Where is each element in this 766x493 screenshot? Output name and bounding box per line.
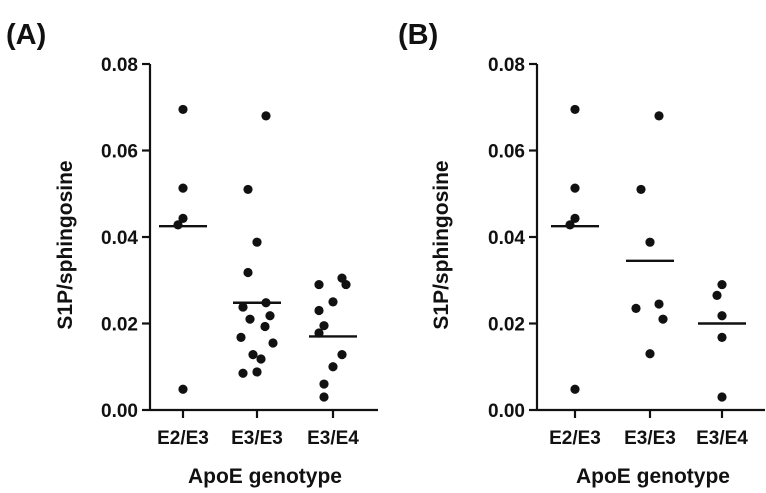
data-point bbox=[261, 111, 271, 121]
data-point bbox=[256, 354, 266, 364]
x-tick-label: E3/E4 bbox=[307, 428, 359, 449]
data-point bbox=[645, 237, 655, 247]
data-point bbox=[238, 302, 248, 312]
data-point bbox=[319, 392, 329, 402]
y-tick-label: 0.08 bbox=[101, 55, 138, 76]
data-point bbox=[341, 279, 351, 290]
y-tick-label: 0.06 bbox=[101, 142, 138, 163]
x-tick-label: E3/E4 bbox=[696, 428, 748, 449]
panel-label: (A) bbox=[6, 19, 46, 51]
data-point bbox=[243, 267, 253, 278]
panel-label: (B) bbox=[398, 19, 438, 51]
y-tick-label: 0.00 bbox=[101, 401, 138, 422]
y-tick-label: 0.02 bbox=[101, 315, 138, 336]
data-point bbox=[717, 392, 727, 402]
plot-area: 0.00 0.02 0.04 0.06 0.08 E2/E3 E3/E3 E3/E4 bbox=[101, 55, 378, 449]
data-point bbox=[314, 328, 324, 338]
data-point bbox=[636, 184, 646, 195]
panel-a: (A) S1P/sphingosine ApoE genotype 0.000.… bbox=[6, 19, 378, 488]
data-point bbox=[238, 368, 248, 378]
data-point bbox=[570, 213, 580, 224]
data-point bbox=[565, 220, 575, 230]
data-point bbox=[178, 183, 188, 193]
data-point bbox=[243, 184, 253, 195]
data-point bbox=[268, 338, 278, 348]
x-tick-label: E2/E3 bbox=[157, 428, 209, 449]
data-point bbox=[654, 299, 664, 309]
data-point bbox=[319, 321, 329, 331]
data-point bbox=[319, 379, 329, 389]
x-tick-label: E3/E3 bbox=[231, 428, 283, 449]
data-point bbox=[570, 384, 580, 394]
data-point bbox=[337, 350, 347, 360]
y-tick-label: 0.04 bbox=[101, 228, 138, 249]
data-point bbox=[328, 362, 338, 372]
data-point bbox=[252, 237, 262, 247]
data-point bbox=[314, 279, 324, 290]
data-point bbox=[236, 332, 246, 342]
data-point bbox=[173, 220, 183, 230]
y-tick-label: 0.00 bbox=[488, 401, 525, 422]
data-point bbox=[717, 279, 727, 290]
x-tick-label: E2/E3 bbox=[549, 428, 601, 449]
x-axis-title: ApoE genotype bbox=[188, 465, 342, 488]
data-point bbox=[654, 111, 664, 121]
data-point bbox=[645, 349, 655, 359]
y-tick-label: 0.06 bbox=[488, 142, 525, 163]
data-point bbox=[261, 298, 271, 308]
data-point bbox=[631, 303, 641, 313]
panel-b: (B) S1P/sphingosine ApoE genotype 0.000.… bbox=[398, 19, 765, 488]
data-point bbox=[178, 104, 188, 115]
data-point bbox=[717, 332, 727, 342]
y-axis-title: S1P/sphingosine bbox=[430, 160, 453, 329]
plot-area: 0.00 0.02 0.04 0.06 0.08 E2/E3 E3/E3 E3/E4 bbox=[488, 55, 765, 449]
y-axis-title: S1P/sphingosine bbox=[54, 160, 77, 329]
y-tick-label: 0.08 bbox=[488, 55, 525, 76]
x-axis-title: ApoE genotype bbox=[576, 465, 730, 488]
data-point bbox=[178, 384, 188, 394]
data-point bbox=[717, 311, 727, 321]
data-point bbox=[245, 314, 255, 324]
x-tick-label: E3/E3 bbox=[624, 428, 676, 449]
data-point bbox=[712, 290, 722, 300]
data-point bbox=[248, 350, 258, 360]
data-point bbox=[265, 311, 275, 321]
data-point bbox=[570, 183, 580, 193]
y-tick-label: 0.04 bbox=[488, 228, 525, 249]
data-point bbox=[260, 321, 270, 332]
data-point bbox=[328, 297, 338, 307]
data-point bbox=[570, 104, 580, 115]
data-point bbox=[314, 305, 324, 316]
data-point bbox=[658, 314, 668, 324]
y-tick-label: 0.02 bbox=[488, 315, 525, 336]
data-point bbox=[252, 367, 262, 377]
data-point bbox=[178, 213, 188, 224]
